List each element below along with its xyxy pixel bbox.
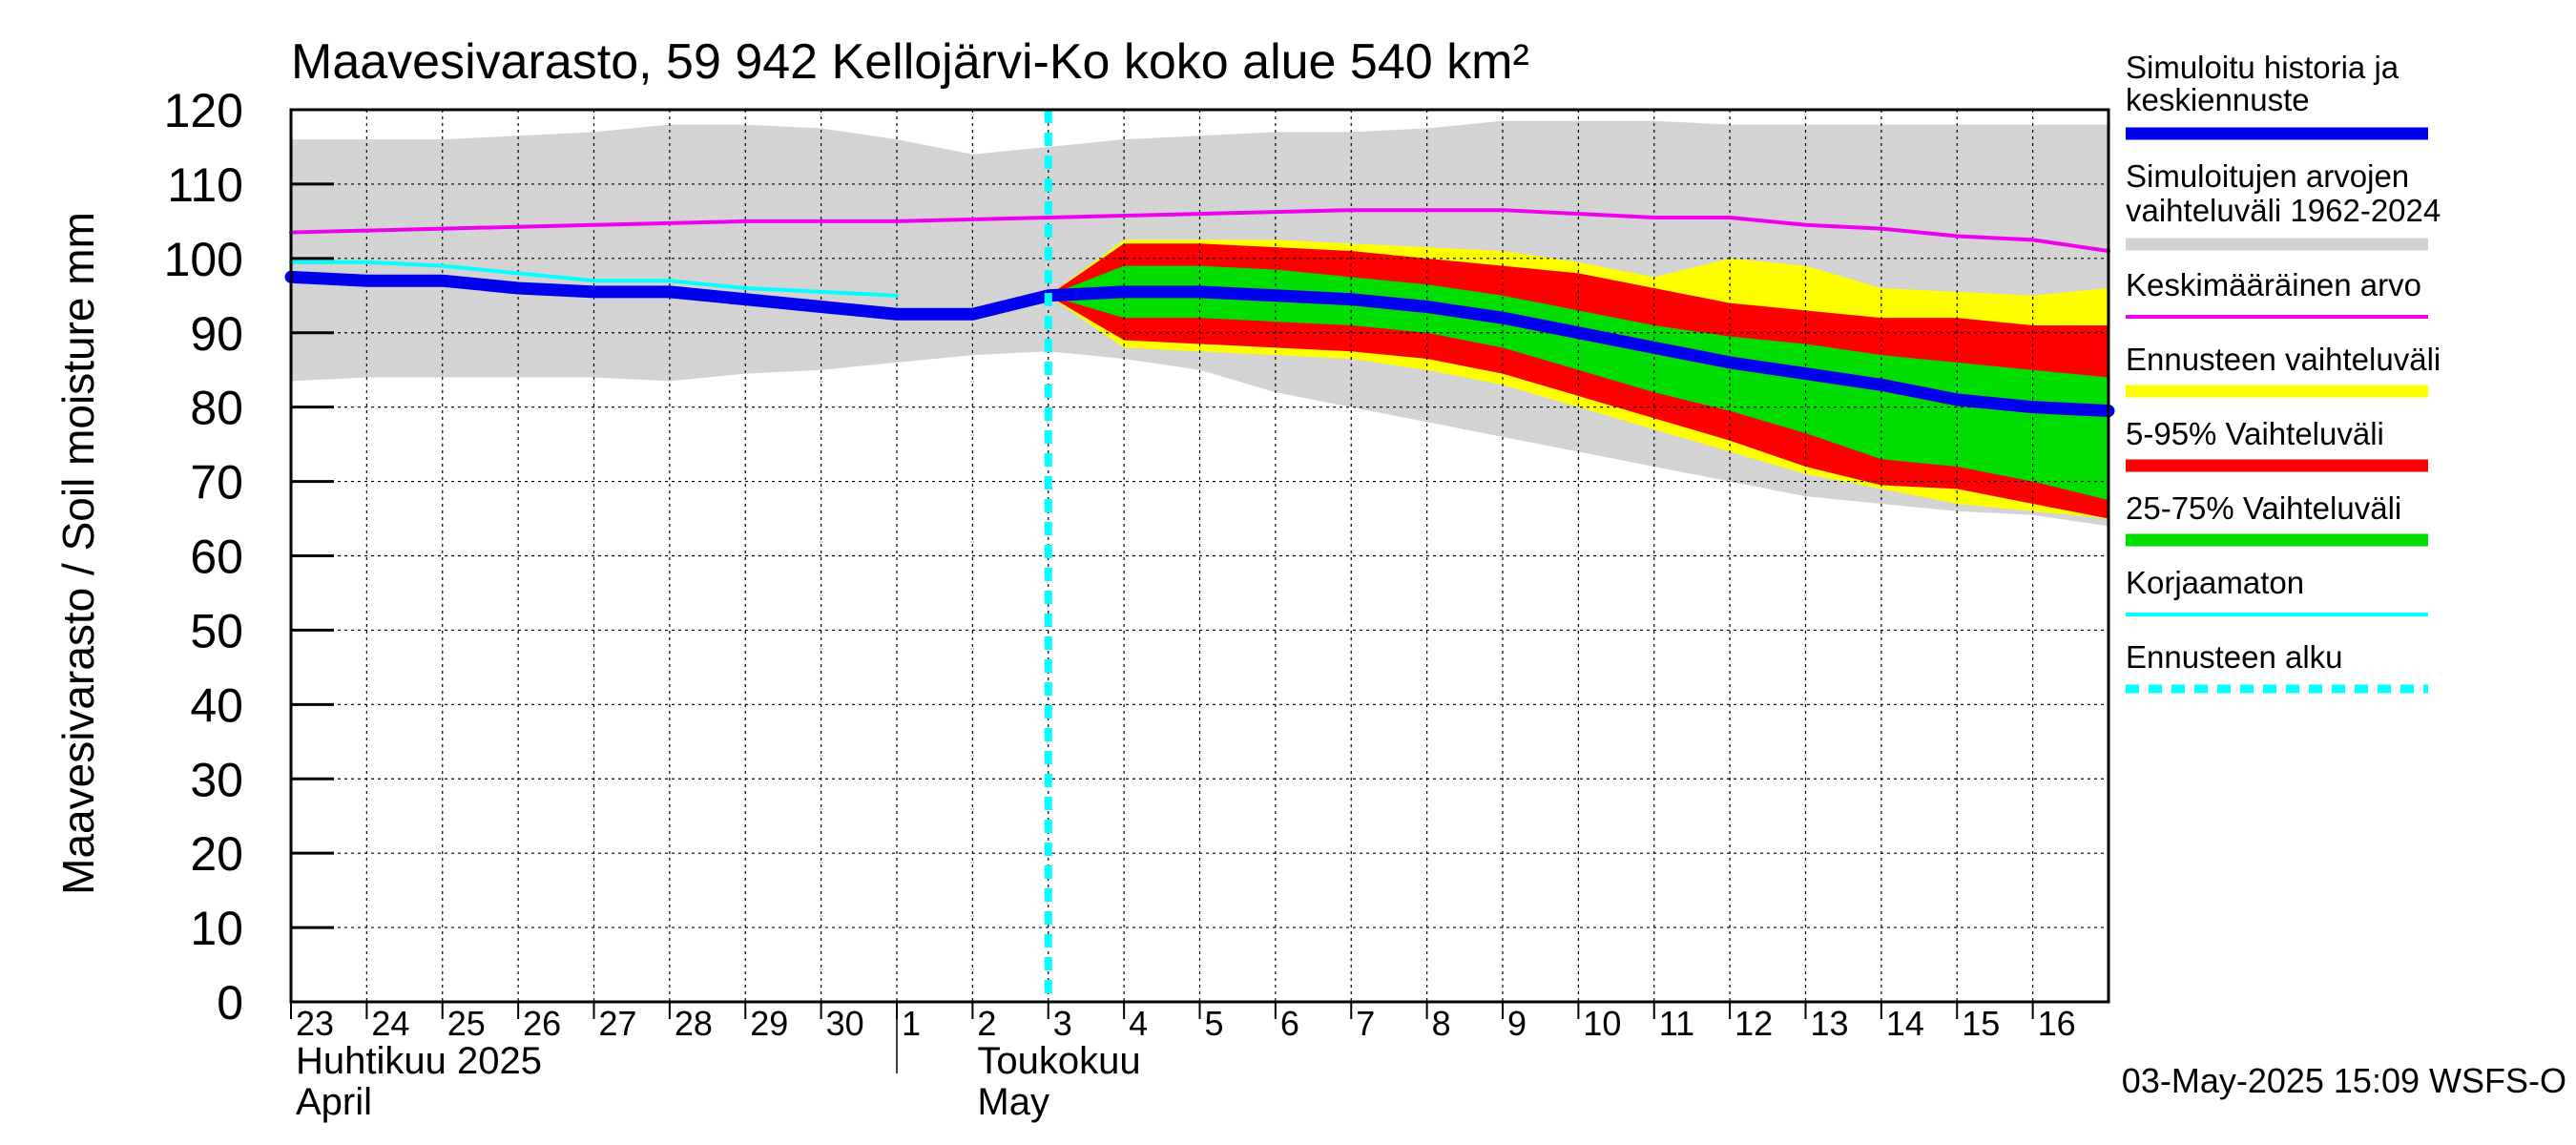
month-label-fi: Toukokuu (977, 1040, 1140, 1082)
timestamp-footer: 03-May-2025 15:09 WSFS-O (2122, 1061, 2566, 1100)
x-tick-label: 2 (977, 1004, 996, 1043)
x-tick-label: 6 (1280, 1004, 1299, 1043)
band-25-75-vaihteluv-li (1048, 265, 2109, 501)
x-tick-label: 4 (1129, 1004, 1148, 1043)
line-layer (284, 110, 2115, 1002)
line-keskim-r-inen-arvo (289, 208, 2110, 254)
legend-item-5-95-vaihteluv-li-label: 5-95% Vaihteluväli (2126, 416, 2384, 451)
legend-item-ennusteen-alku-label: Ennusteen alku (2126, 639, 2343, 675)
y-tick-label: 120 (164, 84, 243, 137)
y-tick-label: 40 (190, 678, 243, 732)
x-tick-label: 30 (826, 1004, 864, 1043)
x-tick-label: 12 (1735, 1004, 1773, 1043)
grid-layer (291, 109, 2109, 1002)
y-tick-label: 50 (190, 604, 243, 657)
x-tick-label: 1 (902, 1004, 921, 1043)
legend-item-simuloitujen-arvojen-vaihteluv-li-1962-2024-label: Simuloitujen arvojen (2126, 158, 2409, 194)
legend-item-25-75-vaihteluv-li-label: 25-75% Vaihteluväli (2126, 490, 2401, 526)
x-tick-label: 15 (1962, 1004, 2000, 1043)
x-tick-label: 5 (1205, 1004, 1224, 1043)
x-tick-label: 16 (2038, 1004, 2076, 1043)
x-tick-label: 3 (1053, 1004, 1072, 1043)
legend-item-simuloitu-historia-ja-keskiennuste-label: keskiennuste (2126, 82, 2310, 117)
y-tick-labels: 0 10 20 30 40 50 60 70 80 90 100 110 120 (164, 84, 243, 1030)
line-korjaamaton (289, 260, 899, 298)
line-simuloitu-historia-ja-keskiennuste (284, 270, 2115, 418)
y-tick-label: 20 (190, 827, 243, 881)
y-tick-label: 100 (164, 233, 243, 286)
y-tick-label: 90 (190, 307, 243, 361)
month-label-en: May (977, 1081, 1049, 1123)
x-tick-label: 25 (447, 1004, 486, 1043)
legend-item-simuloitujen-arvojen-vaihteluv-li-1962-2024-label: vaihteluväli 1962-2024 (2126, 193, 2441, 228)
legend-item-ennusteen-vaihteluv-li-label: Ennusteen vaihteluväli (2126, 342, 2441, 377)
legend-item-keskim-r-inen-arvo-label: Keskimääräinen arvo (2126, 267, 2421, 302)
x-tick-labels: 23 24 25 26 27 28 29 30 1 2 3 4 5 6 7 8 9 10 11 12 13 14 15 16H… (296, 1004, 2076, 1123)
x-tick-label: 26 (523, 1004, 561, 1043)
x-tick-label: 24 (371, 1004, 409, 1043)
month-label-en: April (296, 1081, 372, 1123)
x-tick-label: 27 (599, 1004, 637, 1043)
y-axis-label: Maavesivarasto / Soil moisture mm (53, 212, 103, 895)
month-label-fi: Huhtikuu 2025 (296, 1040, 542, 1082)
legend-item-korjaamaton-label: Korjaamaton (2126, 565, 2304, 600)
x-tick-label: 10 (1583, 1004, 1621, 1043)
x-tick-label: 28 (675, 1004, 713, 1043)
x-tick-label: 9 (1507, 1004, 1527, 1043)
y-tick-label: 10 (190, 902, 243, 955)
x-tick-label: 11 (1659, 1004, 1694, 1043)
x-tick-label: 14 (1886, 1004, 1924, 1043)
y-tick-label: 60 (190, 531, 243, 584)
y-tick-label: 30 (190, 753, 243, 806)
x-tick-label: 8 (1432, 1004, 1451, 1043)
x-tick-label: 13 (1811, 1004, 1849, 1043)
x-tick-label: 7 (1356, 1004, 1375, 1043)
y-tick-label: 0 (217, 976, 243, 1030)
axes-layer (289, 108, 2110, 1073)
chart-title: Maavesivarasto, 59 942 Kellojärvi-Ko kok… (291, 34, 1529, 90)
y-tick-label: 80 (190, 382, 243, 435)
legend-item-simuloitu-historia-ja-keskiennuste-label: Simuloitu historia ja (2126, 50, 2399, 85)
y-tick-label: 70 (190, 456, 243, 510)
x-tick-label: 23 (296, 1004, 334, 1043)
x-tick-label: 29 (750, 1004, 788, 1043)
y-tick-label: 110 (167, 158, 243, 212)
